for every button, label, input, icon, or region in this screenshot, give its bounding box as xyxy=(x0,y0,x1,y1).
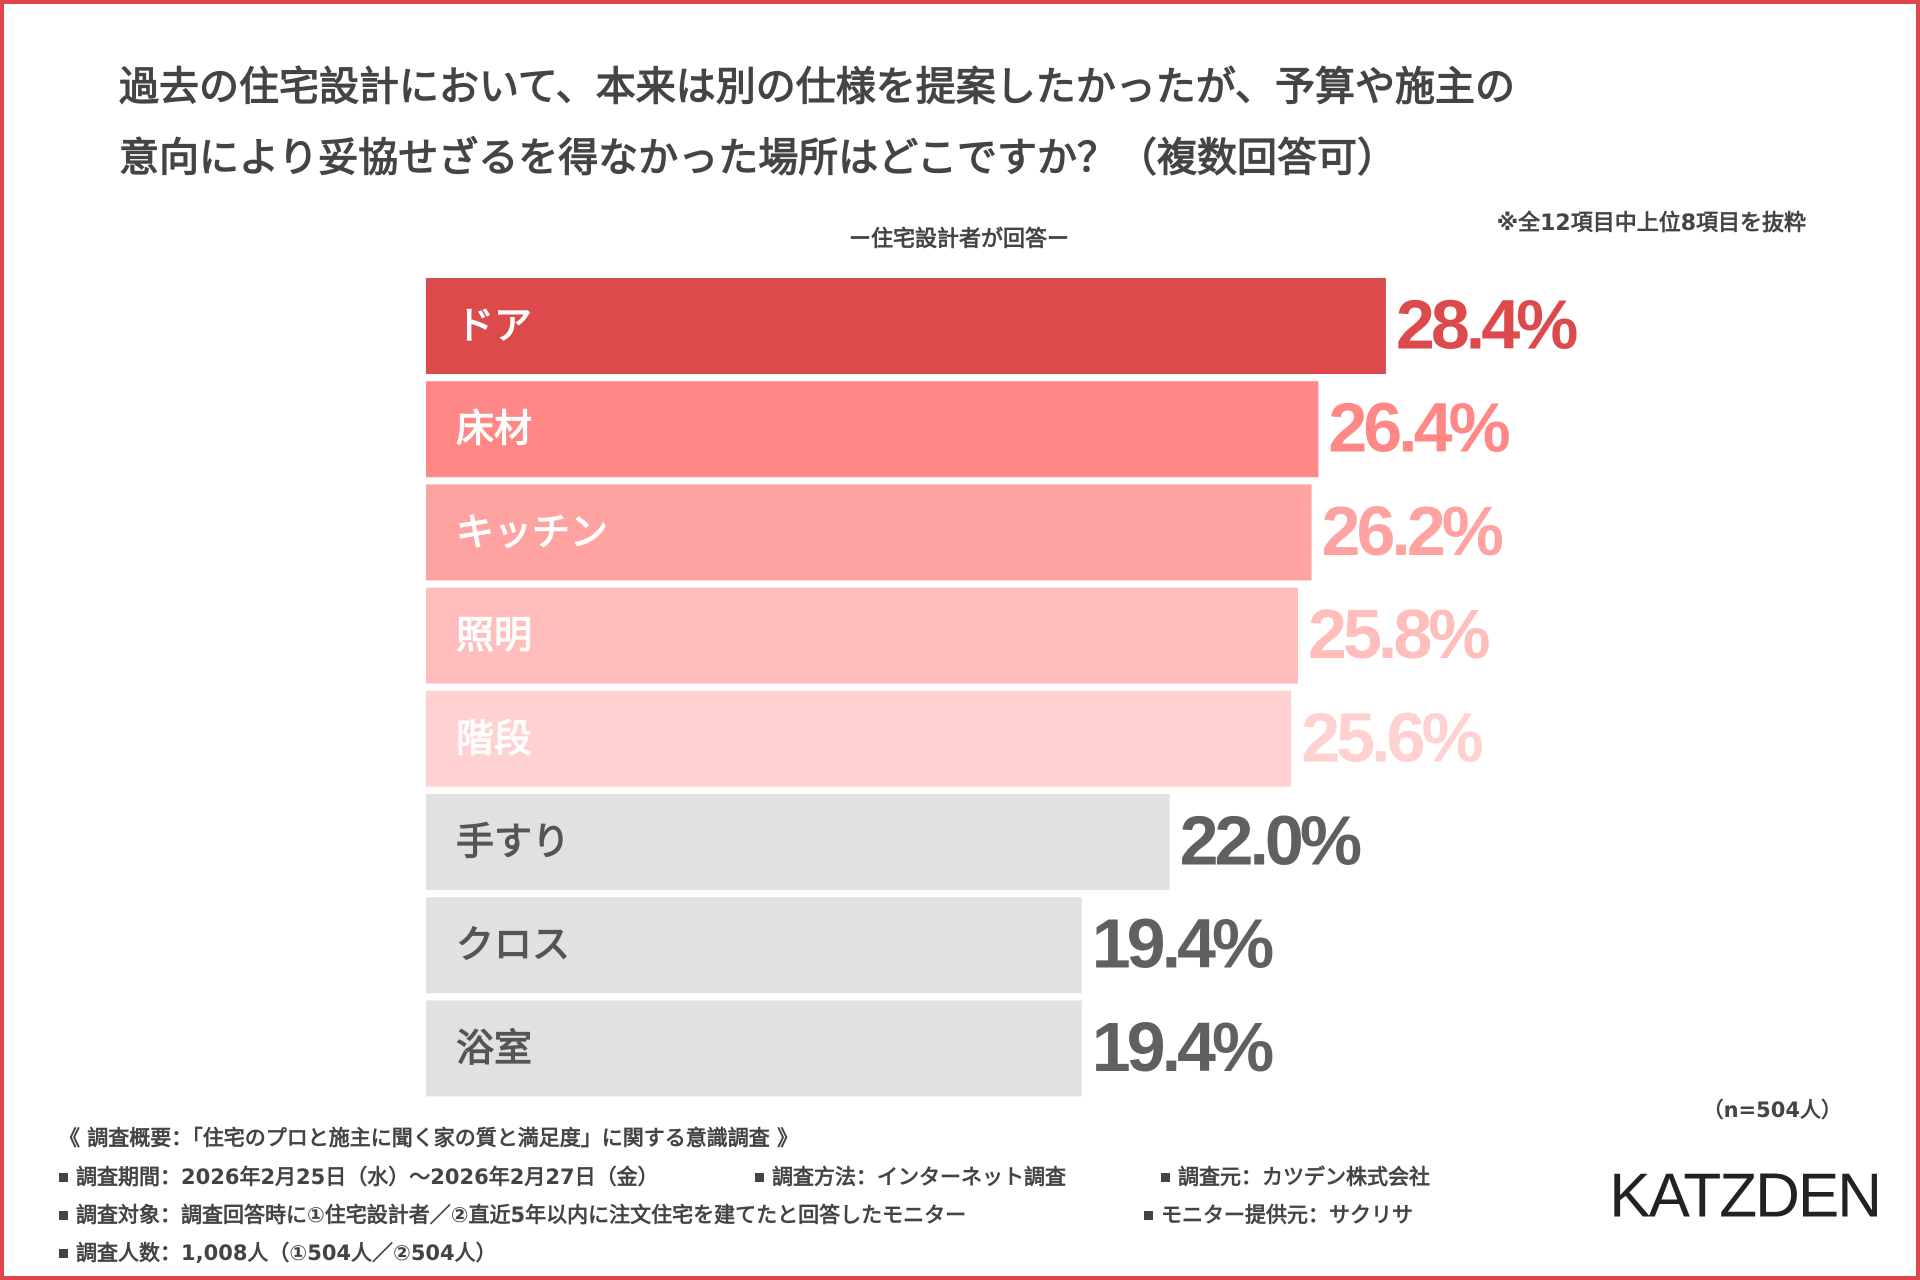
category-label: 照明 xyxy=(456,613,532,657)
bullet xyxy=(59,1173,68,1182)
value-label: 22.0% xyxy=(1180,801,1361,879)
bar xyxy=(426,278,1386,374)
survey-item: 調査期間：2026年2月25日（水）～2026年2月27日（金） xyxy=(76,1165,659,1189)
survey-item: 調査人数：1,008人（①504人／②504人） xyxy=(76,1241,497,1265)
category-label: ドア xyxy=(456,304,532,348)
chart-title: 意向により妥協せざるを得なかった場所はどこですか？（複数回答可） xyxy=(119,135,1397,181)
bar xyxy=(426,381,1319,478)
chart-title: 過去の住宅設計において、本来は別の仕様を提案したかったが、予算や施主の xyxy=(119,64,1515,110)
category-label: クロス xyxy=(456,923,570,967)
bullet xyxy=(755,1173,764,1182)
value-label: 25.6% xyxy=(1301,698,1482,776)
sample-size: （n=504人） xyxy=(1703,1098,1842,1122)
category-label: 浴室 xyxy=(456,1026,532,1070)
value-label: 25.8% xyxy=(1308,595,1489,673)
bullet xyxy=(1144,1211,1153,1220)
bar xyxy=(426,587,1299,684)
bar xyxy=(426,690,1292,787)
bullet xyxy=(1161,1173,1170,1182)
bar xyxy=(426,484,1312,581)
logo: KATZDEN xyxy=(1609,1161,1880,1230)
category-label: キッチン xyxy=(456,510,608,554)
survey-item: 調査方法：インターネット調査 xyxy=(772,1165,1066,1189)
bullet xyxy=(59,1249,68,1258)
category-label: 床材 xyxy=(456,407,532,451)
note: ※全12項目中上位8項目を抜粋 xyxy=(1497,210,1806,236)
value-label: 26.2% xyxy=(1322,492,1503,570)
bullet xyxy=(59,1211,68,1220)
survey-heading: 《 調査概要：「住宅のプロと施主に聞く家の質と満足度」に関する意識調査 》 xyxy=(59,1126,798,1150)
value-label: 28.4% xyxy=(1396,285,1577,363)
value-label: 19.4% xyxy=(1092,1008,1273,1086)
bar xyxy=(426,794,1170,890)
subtitle: ー住宅設計者が回答ー xyxy=(849,226,1069,252)
survey-item: 調査対象：調査回答時に①住宅設計者／②直近5年以内に注文住宅を建てたと回答したモ… xyxy=(76,1203,966,1227)
value-label: 26.4% xyxy=(1328,389,1509,467)
bar xyxy=(426,897,1082,994)
value-label: 19.4% xyxy=(1092,905,1273,983)
category-label: 手すり xyxy=(456,820,570,864)
survey-item: モニター提供元：サクリサ xyxy=(1161,1203,1413,1227)
category-label: 階段 xyxy=(456,716,532,760)
bar xyxy=(426,1000,1082,1097)
survey-item: 調査元：カツデン株式会社 xyxy=(1178,1165,1430,1189)
